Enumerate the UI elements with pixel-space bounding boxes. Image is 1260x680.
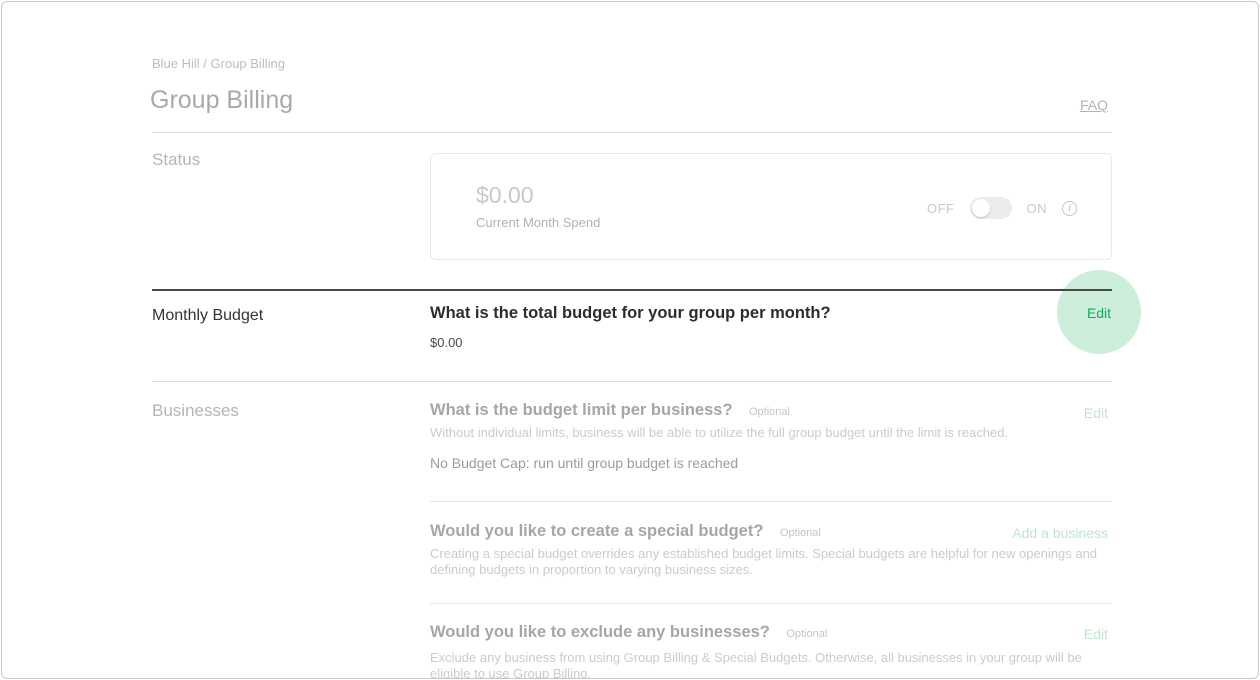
monthly-budget-divider <box>152 289 1112 291</box>
info-icon[interactable]: i <box>1062 200 1077 216</box>
special-budget-description: Creating a special budget overrides any … <box>430 546 1098 577</box>
toggle-off-label: OFF <box>927 200 955 216</box>
breadcrumb[interactable]: Blue Hill / Group Billing <box>152 56 285 71</box>
monthly-budget-question: What is the total budget for your group … <box>430 304 831 322</box>
edit-click-highlight <box>1057 270 1141 354</box>
optional-badge: Optional <box>779 527 821 539</box>
toggle-on-label: ON <box>1026 200 1047 216</box>
businesses-section-label: Businesses <box>152 401 239 420</box>
budget-limit-question: What is the budget limit per business? <box>430 401 733 419</box>
monthly-budget-value: $0.00 <box>430 335 463 350</box>
page-title: Group Billing <box>150 86 294 114</box>
header-divider <box>152 132 1112 133</box>
special-budget-question-row: Would you like to create a special budge… <box>430 522 821 541</box>
status-toggle-group: OFF ON i <box>927 197 1077 219</box>
budget-limit-edit-button[interactable]: Edit <box>1083 405 1108 421</box>
monthly-budget-section-label: Monthly Budget <box>152 307 264 324</box>
current-month-spend-caption: Current Month Spend <box>476 215 601 230</box>
exclude-businesses-description: Exclude any business from using Group Bi… <box>430 650 1082 679</box>
monthly-budget-edit-button[interactable]: Edit <box>1086 305 1112 321</box>
exclude-businesses-edit-button[interactable]: Edit <box>1083 626 1108 642</box>
faq-link[interactable]: FAQ <box>1079 97 1108 113</box>
optional-badge: Optional <box>786 628 828 640</box>
status-section-label: Status <box>152 150 201 169</box>
businesses-divider <box>152 381 1112 382</box>
special-budget-question: Would you like to create a special budge… <box>430 522 764 540</box>
budget-limit-description: Without individual limits, business will… <box>430 425 1009 440</box>
exclude-businesses-question-row: Would you like to exclude any businesses… <box>430 623 827 642</box>
exclude-businesses-question: Would you like to exclude any businesses… <box>430 623 770 641</box>
row-divider <box>430 603 1112 604</box>
optional-badge: Optional <box>748 406 790 418</box>
budget-limit-value: No Budget Cap: run until group budget is… <box>430 455 739 471</box>
toggle-knob <box>971 199 990 217</box>
add-a-business-button[interactable]: Add a business <box>1012 525 1108 541</box>
status-toggle[interactable] <box>969 197 1012 219</box>
row-divider <box>430 501 1112 502</box>
status-card: $0.00 Current Month Spend OFF ON i <box>430 153 1112 260</box>
current-month-spend-amount: $0.00 <box>476 182 534 208</box>
budget-limit-question-row: What is the budget limit per business? O… <box>430 401 790 420</box>
